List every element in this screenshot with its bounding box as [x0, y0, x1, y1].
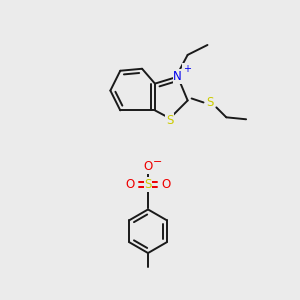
Text: −: − [153, 157, 163, 167]
Text: O: O [143, 160, 153, 173]
Text: +: + [183, 64, 191, 74]
Text: S: S [166, 114, 173, 127]
Text: O: O [161, 178, 170, 191]
Text: O: O [126, 178, 135, 191]
Text: S: S [144, 178, 152, 191]
Text: N: N [173, 70, 182, 83]
Text: S: S [207, 96, 214, 109]
